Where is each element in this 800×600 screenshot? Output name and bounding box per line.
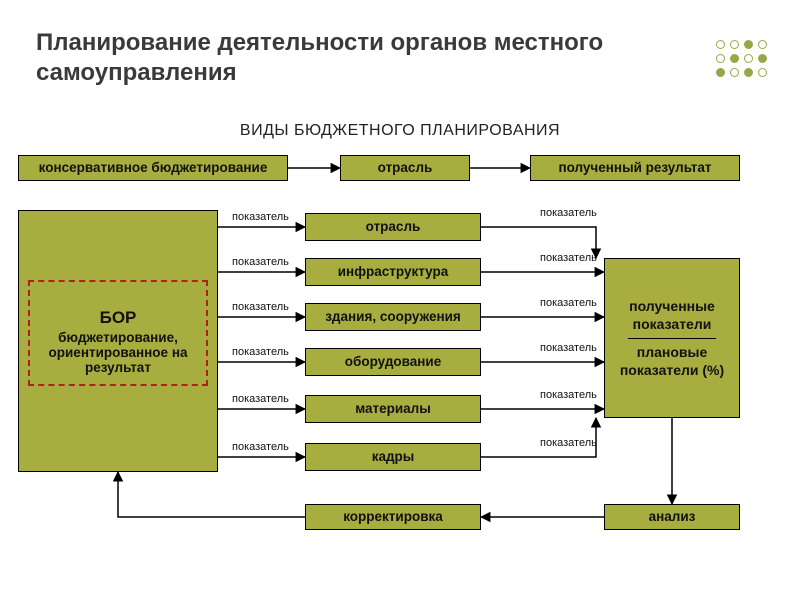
node-buildings: здания, сооружения [305, 303, 481, 331]
node-analysis: анализ [604, 504, 740, 530]
decorative-dots [716, 40, 768, 78]
node-industry-top: отрасль [340, 155, 470, 181]
label-indicator-left: показатель [232, 441, 289, 453]
node-equipment: оборудование [305, 348, 481, 376]
label-indicator-right: показатель [540, 389, 597, 401]
results-divider [628, 338, 716, 339]
label-indicator-right: показатель [540, 252, 597, 264]
label-indicator-right: показатель [540, 437, 597, 449]
node-materials: материалы [305, 395, 481, 423]
bor-full: бюджетирование, ориентированное на резул… [29, 330, 207, 375]
label-indicator-right: показатель [540, 297, 597, 309]
node-correction: корректировка [305, 504, 481, 530]
label-indicator-right: показатель [540, 207, 597, 219]
label-indicator-left: показатель [232, 346, 289, 358]
results-top: полученные показатели [605, 297, 739, 333]
node-conservative-budgeting: консервативное бюджетирование [18, 155, 288, 181]
node-result-top: полученный результат [530, 155, 740, 181]
node-results-ratio: полученные показатели плановые показател… [604, 258, 740, 418]
bor-abbr: БОР [29, 308, 207, 328]
node-infrastructure: инфраструктура [305, 258, 481, 286]
node-industry: отрасль [305, 213, 481, 241]
label-indicator-left: показатель [232, 393, 289, 405]
label-indicator-left: показатель [232, 211, 289, 223]
label-indicator-left: показатель [232, 256, 289, 268]
subtitle: ВИДЫ БЮДЖЕТНОГО ПЛАНИРОВАНИЯ [0, 122, 800, 140]
node-bor: БОР бюджетирование, ориентированное на р… [18, 210, 218, 472]
node-personnel: кадры [305, 443, 481, 471]
label-indicator-left: показатель [232, 301, 289, 313]
label-indicator-right: показатель [540, 342, 597, 354]
page-title: Планирование деятельности органов местно… [36, 28, 800, 88]
results-bottom: плановые показатели (%) [605, 343, 739, 379]
